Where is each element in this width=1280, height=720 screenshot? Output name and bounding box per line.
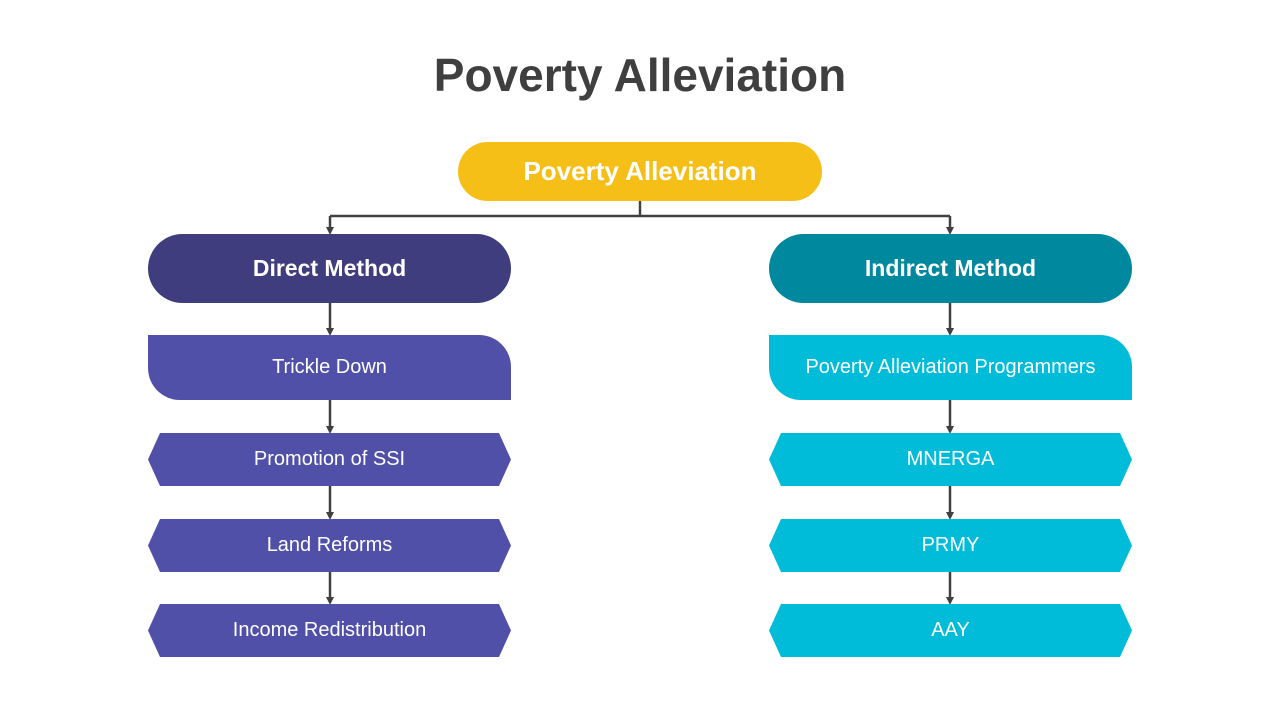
- indirect-item-aay: AAY: [769, 604, 1132, 657]
- indirect-item-programmers: Poverty Alleviation Programmers: [769, 335, 1132, 400]
- direct-item-trickle-down: Trickle Down: [148, 335, 511, 400]
- direct-item-land-reforms: Land Reforms: [148, 519, 511, 572]
- page-title: Poverty Alleviation: [433, 49, 847, 101]
- direct-item-promotion-of-ssi: Promotion of SSI: [148, 433, 511, 486]
- indirect-method-node: Indirect Method: [769, 234, 1132, 303]
- indirect-item-mnerga: MNERGA: [769, 433, 1132, 486]
- root-node: Poverty Alleviation: [458, 142, 822, 201]
- direct-item-income-redistribution: Income Redistribution: [148, 604, 511, 657]
- direct-method-node: Direct Method: [148, 234, 511, 303]
- indirect-item-prmy: PRMY: [769, 519, 1132, 572]
